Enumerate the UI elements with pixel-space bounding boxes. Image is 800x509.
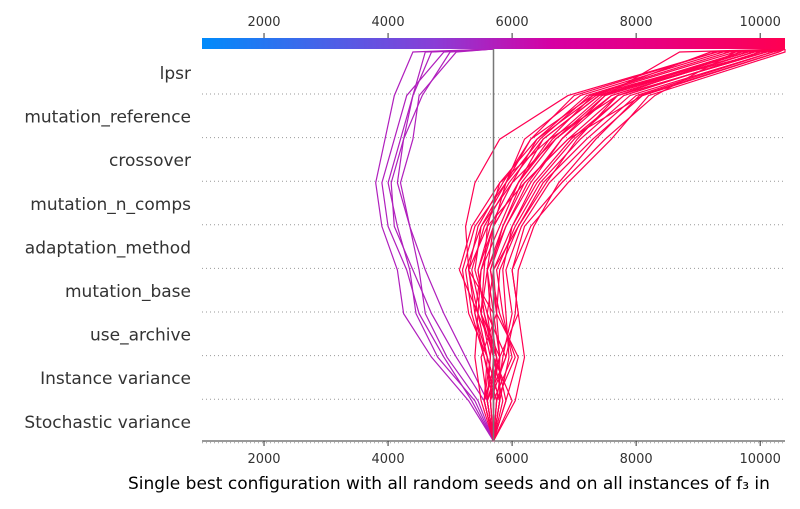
series-line bbox=[477, 48, 786, 442]
feature-label: mutation_n_comps bbox=[30, 195, 191, 215]
x-axis-title: Single best configuration with all rando… bbox=[128, 474, 770, 494]
series-line bbox=[381, 48, 495, 442]
series-line bbox=[387, 48, 495, 442]
feature-labels: lpsr mutation_reference crossover mutation_… bbox=[24, 64, 191, 433]
feature-label: mutation_reference bbox=[24, 108, 191, 128]
series-line bbox=[486, 48, 786, 442]
series-line bbox=[486, 48, 786, 442]
feature-label: crossover bbox=[109, 151, 191, 171]
feature-label: Stochastic variance bbox=[24, 413, 191, 433]
top-tick-label: 2000 bbox=[247, 15, 280, 30]
series-line bbox=[474, 48, 786, 442]
feature-label: adaptation_method bbox=[25, 238, 191, 258]
series-line bbox=[492, 48, 786, 442]
feature-label: use_archive bbox=[90, 326, 191, 346]
top-tick-label: 4000 bbox=[372, 15, 405, 30]
series-line bbox=[474, 48, 786, 441]
x-tick-label: 4000 bbox=[372, 452, 405, 467]
series-line bbox=[477, 48, 786, 441]
x-tick-label: 8000 bbox=[620, 452, 653, 467]
x-tick-label: 2000 bbox=[247, 452, 280, 467]
x-axis-title-group: Single best configuration with all rando… bbox=[128, 474, 770, 494]
top-tick-label: 8000 bbox=[620, 15, 653, 30]
series-line bbox=[468, 48, 786, 442]
series-line bbox=[399, 48, 495, 442]
series-line bbox=[483, 48, 786, 442]
series-lines bbox=[375, 48, 786, 442]
series-line bbox=[492, 48, 786, 442]
series-line bbox=[464, 48, 786, 442]
series-line bbox=[375, 48, 495, 442]
series-line bbox=[464, 48, 786, 442]
top-tick-label: 10000 bbox=[740, 15, 781, 30]
feature-label: mutation_base bbox=[65, 282, 191, 302]
series-line bbox=[486, 48, 786, 442]
axes: 2000 2000 4000 4000 6000 6000 8000 8000 10000 100… bbox=[202, 15, 785, 467]
series-line bbox=[483, 48, 786, 442]
series-line bbox=[492, 49, 786, 442]
top-tick-label: 6000 bbox=[496, 15, 529, 30]
feature-label: lpsr bbox=[160, 64, 191, 84]
series-line bbox=[492, 48, 786, 441]
x-tick-label: 6000 bbox=[496, 452, 529, 467]
series-line bbox=[477, 48, 786, 442]
feature-label: Instance variance bbox=[40, 369, 191, 389]
colorbar bbox=[202, 38, 785, 49]
series-line bbox=[489, 48, 786, 442]
x-tick-label: 10000 bbox=[740, 452, 781, 467]
